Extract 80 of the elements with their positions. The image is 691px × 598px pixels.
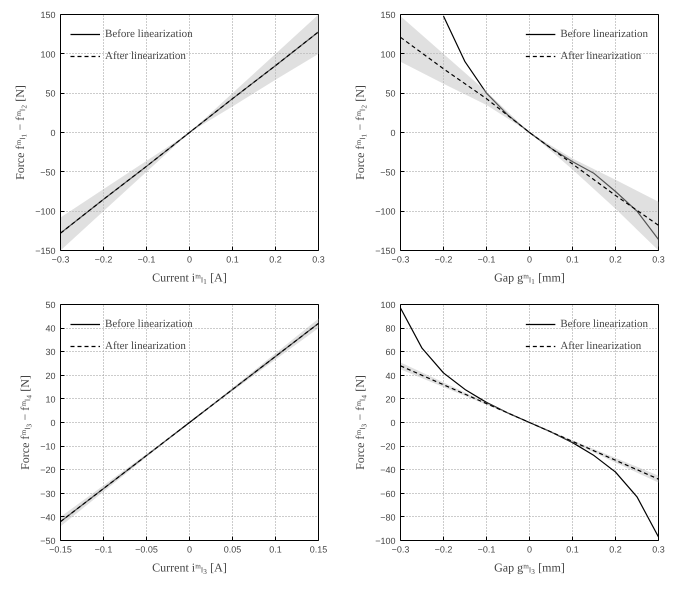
y-tick-label: 20 [385,394,396,404]
y-tick-label: 100 [380,49,396,60]
x-tick-label: 0 [526,544,532,554]
x-tick-label: −0.3 [392,254,410,264]
x-tick-label: 0.1 [566,254,579,264]
x-axis-title: Gap gᵐₗ₁ [mm] [494,270,565,284]
x-tick-label: −0.2 [94,254,112,264]
legend-label: After linearization [105,50,186,62]
y-axis-title: Force fᵐₗ₃ − fᵐₗ₄ [N] [18,375,32,470]
legend-label: After linearization [560,50,642,62]
y-tick-label: 0 [390,128,396,138]
x-tick-label: 0.3 [652,544,665,554]
y-tick-label: −50 [380,167,396,178]
y-tick-label: 0 [50,418,56,428]
y-tick-label: −60 [380,488,396,499]
legend-label: Before linearization [105,28,193,40]
y-tick-label: 0 [390,418,396,428]
y-tick-label: −20 [40,465,56,476]
legend-label: Before linearization [105,318,193,330]
x-tick-label: −0.3 [52,254,70,264]
x-tick-label: −0.15 [49,544,72,554]
x-tick-label: −0.1 [478,254,496,264]
x-axis-title: Current iᵐₗ₃ [A] [152,560,227,574]
y-tick-label: 100 [40,49,56,60]
y-tick-label: −100 [375,206,396,217]
y-tick-label: 30 [45,347,56,358]
y-tick-label: 150 [380,10,396,20]
y-tick-label: 100 [380,300,396,310]
x-tick-label: −0.2 [434,254,452,264]
x-tick-label: 0 [526,254,532,264]
x-tick-label: 0.1 [226,254,239,264]
y-tick-label: 10 [45,394,56,404]
legend-label: After linearization [105,340,186,352]
x-tick-label: 0.2 [609,544,622,554]
y-tick-label: 50 [45,300,56,310]
x-tick-label: 0.1 [566,544,579,554]
x-tick-label: 0.2 [609,254,622,264]
y-tick-label: −40 [40,512,56,522]
x-tick-label: 0.3 [312,254,325,264]
y-axis-title: Force fᵐₗ₃ − fᵐₗ₄ [N] [353,375,368,470]
y-tick-label: −100 [35,206,56,217]
y-tick-label: 40 [385,370,396,381]
y-tick-label: −100 [375,536,396,546]
x-tick-label: 0 [186,544,192,554]
y-tick-label: 50 [385,88,396,99]
y-tick-label: 150 [40,10,56,20]
x-tick-label: 0 [186,254,192,264]
x-tick-label: 0.2 [269,254,282,264]
x-tick-label: 0.15 [310,544,328,554]
legend-label: Before linearization [560,28,648,40]
y-tick-label: 0 [50,128,56,138]
legend-label: Before linearization [560,318,648,330]
y-tick-label: −10 [40,442,56,452]
y-tick-label: −80 [380,512,396,522]
y-tick-label: −20 [380,442,396,452]
y-tick-label: −50 [40,536,56,546]
legend-label: After linearization [560,340,642,352]
x-tick-label: −0.1 [94,544,112,554]
y-tick-label: 60 [385,347,396,358]
y-tick-label: 20 [45,370,56,381]
y-tick-label: 80 [385,324,396,334]
y-tick-label: 50 [45,88,56,99]
y-tick-label: −150 [375,246,396,256]
x-tick-label: −0.1 [478,544,496,554]
y-tick-label: −40 [380,465,396,476]
y-axis-title: Force fᵐₗ₁ − fᵐₗ₂ [N] [353,85,368,180]
x-tick-label: −0.2 [434,544,452,554]
x-tick-label: −0.3 [392,544,410,554]
y-tick-label: −150 [35,246,56,256]
x-axis-title: Gap gᵐₗ₃ [mm] [494,560,565,574]
x-axis-title: Current iᵐₗ₁ [A] [152,270,227,284]
x-tick-label: 0.3 [652,254,665,264]
y-axis-title: Force fᵐₗ₁ − fᵐₗ₂ [N] [13,85,28,180]
y-tick-label: −30 [40,488,56,499]
y-tick-label: −50 [40,167,56,178]
x-tick-label: 0.1 [269,544,282,554]
x-tick-label: −0.05 [135,544,158,554]
x-tick-label: 0.05 [224,544,242,554]
y-tick-label: 40 [45,324,56,334]
x-tick-label: −0.1 [138,254,156,264]
